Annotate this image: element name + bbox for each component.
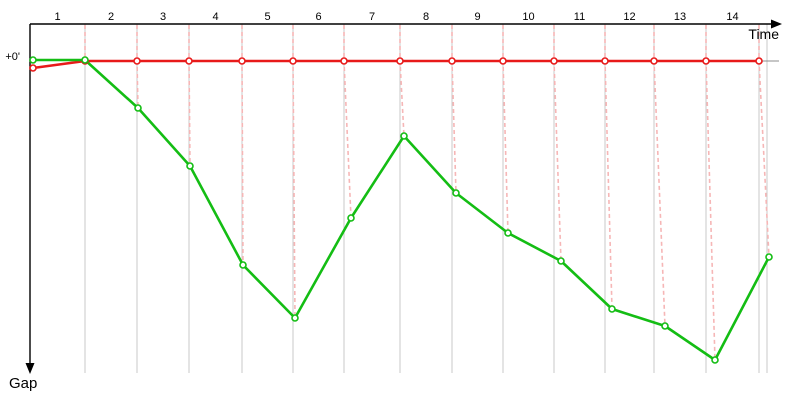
x-tick-label: 9 — [474, 11, 480, 23]
green-data-point — [81, 56, 89, 64]
red-data-point — [448, 57, 456, 65]
green-data-point — [291, 314, 299, 322]
x-tick-label: 14 — [726, 11, 738, 23]
x-tick-label: 12 — [623, 11, 635, 23]
connector-line — [188, 25, 191, 167]
zero-gap-label: +0' — [5, 51, 20, 63]
green-data-point — [557, 257, 565, 265]
connector-line — [604, 25, 613, 310]
green-data-point — [347, 214, 355, 222]
x-tick-label: 5 — [264, 11, 270, 23]
x-tick-label: 4 — [212, 11, 218, 23]
connector-line — [653, 25, 666, 327]
green-data-point — [608, 305, 616, 313]
green-data-point — [400, 132, 408, 140]
green-data-point — [661, 322, 669, 330]
red-data-point — [601, 57, 609, 65]
x-tick-label: 13 — [674, 11, 686, 23]
x-tick-label: 6 — [315, 11, 321, 23]
red-data-point — [289, 57, 297, 65]
gap-axis-label: Gap — [9, 375, 38, 392]
gap-line — [33, 58, 771, 362]
red-data-point — [702, 57, 710, 65]
green-data-point — [504, 229, 512, 237]
red-data-point — [185, 57, 193, 65]
time-axis-label: Time — [748, 26, 779, 42]
connector-line — [451, 25, 457, 194]
x-tick-label: 10 — [522, 11, 534, 23]
green-data-point — [711, 356, 719, 364]
red-data-point — [650, 57, 658, 65]
red-data-point — [550, 57, 558, 65]
connector-line — [399, 25, 405, 137]
x-tick-label: 8 — [423, 11, 429, 23]
red-data-point — [396, 57, 404, 65]
green-data-point — [134, 104, 142, 112]
red-data-point — [755, 57, 763, 65]
green-data-point — [239, 261, 247, 269]
connector-line — [705, 25, 716, 361]
connector-line — [343, 25, 352, 219]
green-data-point — [452, 189, 460, 197]
x-tick-label: 11 — [574, 11, 585, 23]
red-data-point — [29, 64, 37, 72]
reference-line — [32, 59, 759, 70]
x-tick-label: 7 — [369, 11, 375, 23]
red-data-point — [499, 57, 507, 65]
time-axis-arrow-icon — [771, 19, 782, 29]
x-tick-label: 2 — [108, 11, 114, 23]
green-data-point — [186, 162, 194, 170]
gap-axis-arrow-icon — [25, 363, 35, 374]
red-data-point — [133, 57, 141, 65]
green-data-point — [765, 253, 773, 261]
green-data-point — [29, 56, 37, 64]
x-tick-label: 1 — [54, 11, 60, 23]
red-data-point — [238, 57, 246, 65]
connector-line — [502, 25, 509, 234]
x-tick-label: 3 — [160, 11, 166, 23]
red-data-point — [340, 57, 348, 65]
